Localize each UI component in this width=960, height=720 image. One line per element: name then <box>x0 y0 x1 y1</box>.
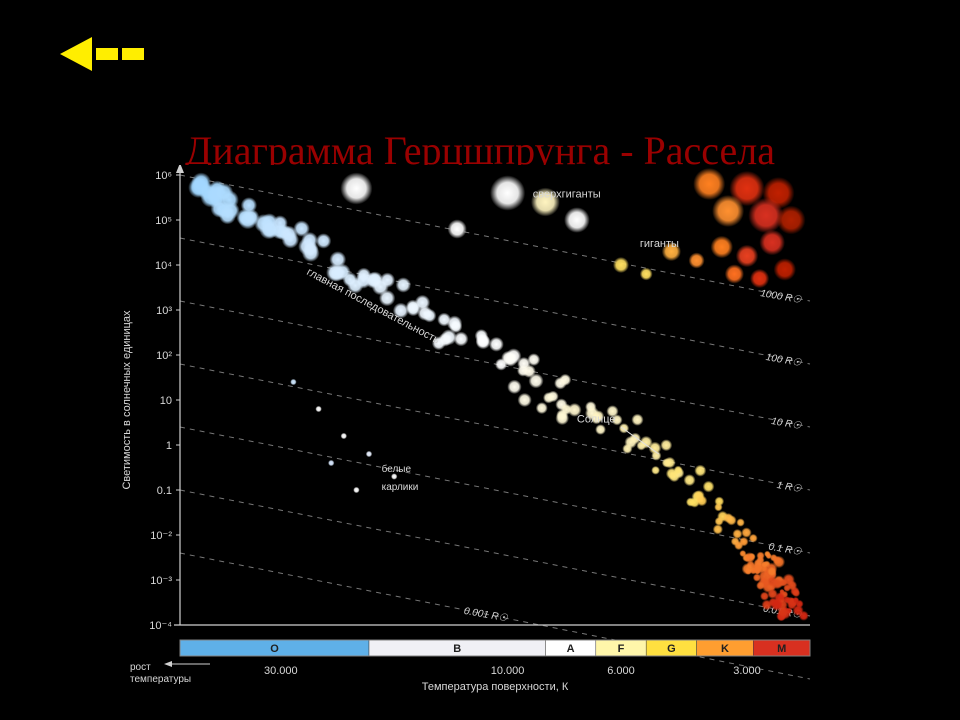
svg-text:Светимость в солнечных единица: Светимость в солнечных единицах <box>121 310 133 490</box>
svg-text:M: M <box>777 643 786 655</box>
svg-text:гиганты: гиганты <box>640 238 679 250</box>
svg-text:A: A <box>567 643 575 655</box>
back-arrow-button[interactable] <box>60 35 145 73</box>
svg-text:3.000: 3.000 <box>733 665 761 677</box>
svg-text:0.1: 0.1 <box>157 485 172 497</box>
svg-text:10⁴: 10⁴ <box>155 260 172 272</box>
svg-text:Температура поверхности, К: Температура поверхности, К <box>422 681 569 693</box>
svg-text:рост: рост <box>130 662 151 673</box>
svg-text:карлики: карлики <box>382 482 419 493</box>
svg-text:K: K <box>721 643 729 655</box>
svg-text:10³: 10³ <box>156 305 172 317</box>
svg-text:10.000: 10.000 <box>491 665 525 677</box>
svg-text:10⁵: 10⁵ <box>155 215 172 227</box>
svg-text:1: 1 <box>166 440 172 452</box>
svg-text:сверхгиганты: сверхгиганты <box>533 189 601 201</box>
svg-text:10⁻⁴: 10⁻⁴ <box>149 620 172 632</box>
svg-text:30.000: 30.000 <box>264 665 298 677</box>
svg-text:B: B <box>453 643 461 655</box>
svg-text:10²: 10² <box>156 350 172 362</box>
svg-text:температуры: температуры <box>130 674 191 685</box>
svg-text:10⁶: 10⁶ <box>155 170 172 182</box>
svg-text:G: G <box>667 643 676 655</box>
svg-text:10⁻³: 10⁻³ <box>150 575 172 587</box>
svg-text:O: O <box>270 643 279 655</box>
svg-text:10⁻²: 10⁻² <box>150 530 172 542</box>
hr-diagram: 1000 R☉100 R☉10 R☉1 R☉0.1 R☉0.01 R☉0.001… <box>100 165 860 695</box>
svg-text:F: F <box>618 643 625 655</box>
svg-text:белые: белые <box>382 463 412 475</box>
svg-text:6.000: 6.000 <box>607 665 635 677</box>
svg-text:Солнце: Солнце <box>577 414 616 426</box>
svg-text:10: 10 <box>160 395 172 407</box>
